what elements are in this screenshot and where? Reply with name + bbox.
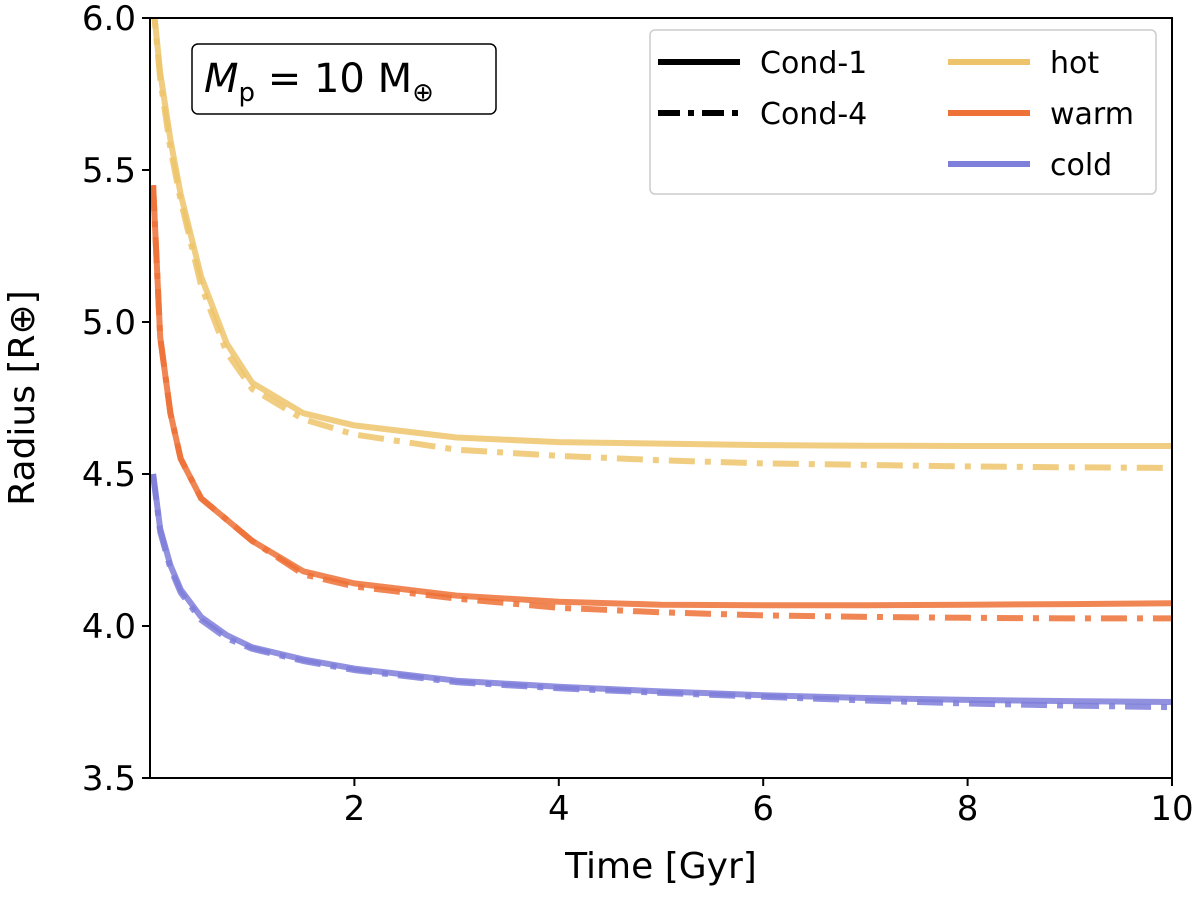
mass-annotation: Mp = 10 M⊕: [191, 43, 497, 115]
legend-label-cold: cold: [1050, 148, 1112, 183]
mass-value: = 10 M: [255, 56, 412, 102]
x-tick-label: 2: [344, 789, 366, 829]
y-tick-label: 3.5: [82, 759, 136, 799]
legend-label-cond-1: Cond-1: [760, 46, 867, 81]
y-tick-label: 4.5: [82, 455, 136, 495]
ticks-layer: 2 4 6 8 10 3.5 4.0 4.5 5.0 5.5 6.0: [82, 0, 1194, 829]
legend-label-warm: warm: [1050, 97, 1134, 132]
y-tick-label: 4.0: [82, 607, 136, 647]
y-tick-label: 5.5: [82, 151, 136, 191]
mass-subscript: p: [239, 78, 256, 108]
y-axis-label: Radius [R⊕]: [2, 290, 43, 505]
mass-annotation-box: [191, 43, 497, 115]
x-tick-label: 4: [548, 789, 570, 829]
series-line-hot-dashdot: [151, 18, 1172, 471]
legend-label-cond-4: Cond-4: [760, 97, 867, 132]
y-tick-label: 6.0: [82, 0, 136, 39]
legend-label-hot: hot: [1050, 46, 1099, 81]
x-tick-label: 10: [1150, 789, 1193, 829]
svg-text:Mp = 10 M⊕: Mp = 10 M⊕: [204, 56, 434, 108]
legend-frame: [649, 29, 1157, 195]
y-tick-label: 5.0: [82, 303, 136, 343]
series-line-warm-dashdot: [150, 185, 1172, 622]
x-tick-label: 6: [752, 789, 774, 829]
plot-frame: [149, 17, 1173, 779]
series-line-warm-solid: [150, 185, 1172, 609]
series-line-cold-solid: [150, 473, 1172, 705]
series-line-cold-dashdot: [150, 473, 1172, 711]
mass-symbol: M: [204, 56, 239, 102]
x-axis-label: Time [Gyr]: [564, 846, 757, 887]
x-tick-label: 8: [957, 789, 979, 829]
earth-unit-symbol: ⊕: [412, 78, 434, 108]
series-layer: [150, 18, 1172, 711]
legend: Cond-1 Cond-4 hot warm cold: [649, 29, 1157, 195]
